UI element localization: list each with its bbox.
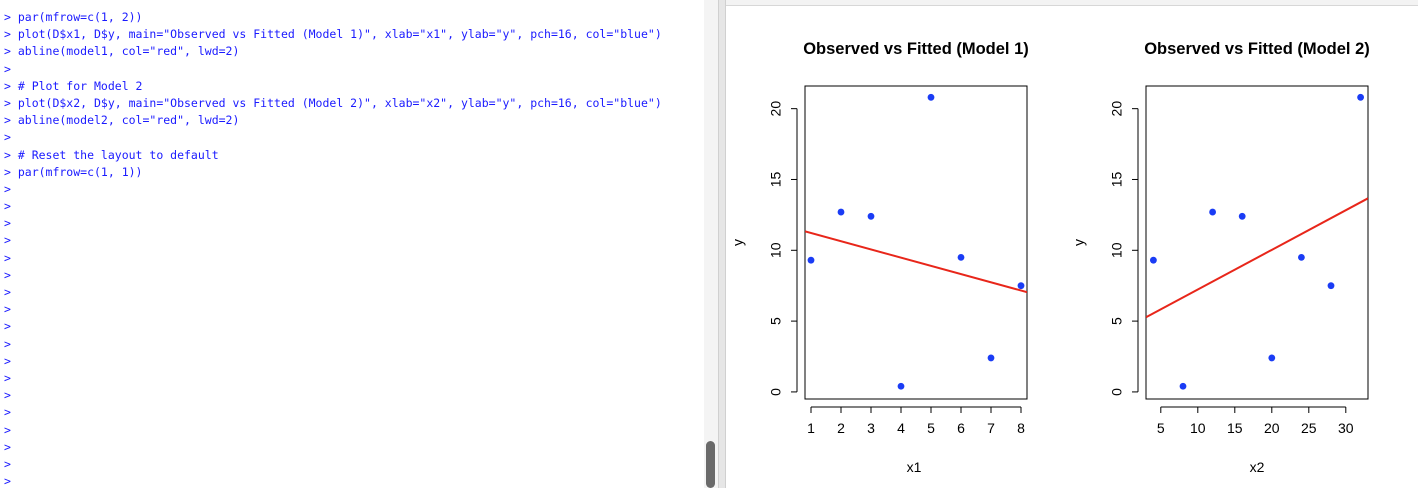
y-tick-label: 5 [768, 317, 784, 325]
console-line: > [4, 456, 11, 471]
plots-pane: Observed vs Fitted (Model 1) x1 y 1 2 3 4 5 6… [726, 0, 1418, 488]
x-tick-label: 10 [1190, 420, 1206, 436]
x-tick-label: 2 [837, 420, 845, 436]
x-tick-label: 25 [1301, 420, 1317, 436]
console-line: > [4, 336, 11, 351]
console-line: > [4, 61, 11, 76]
x-tick-label: 3 [867, 420, 875, 436]
y-tick-label: 5 [1109, 317, 1125, 325]
x-tick-label: 6 [957, 420, 965, 436]
console-line: > # Reset the layout to default [4, 147, 219, 162]
data-point [1268, 354, 1276, 362]
console-line: > [4, 233, 11, 248]
console-line: > [4, 216, 11, 231]
chart-title: Observed vs Fitted (Model 1) [803, 40, 1029, 58]
x-tick-label: 1 [807, 420, 815, 436]
data-point [1298, 253, 1305, 261]
y-axis-label: y [730, 239, 746, 246]
console-line: > [4, 388, 11, 403]
x-axis-label: x2 [1250, 459, 1265, 475]
data-point [1150, 256, 1157, 264]
pane-divider[interactable] [718, 0, 726, 488]
data-point [1238, 212, 1246, 220]
console-line: > [4, 422, 11, 437]
y-tick-label: 0 [768, 388, 784, 396]
console-pane[interactable]: > par(mfrow=c(1, 2)) > plot(D$x1, D$y, ma… [0, 0, 704, 488]
console-scrollbar[interactable] [704, 0, 718, 488]
console-line: > # Plot for Model 2 [4, 78, 143, 93]
console-line: > [4, 285, 11, 299]
console-line: > [4, 319, 11, 334]
console-line: > plot(D$x1, D$y, main="Observed vs Fitt… [4, 27, 662, 42]
y-tick-label: 15 [1109, 171, 1125, 187]
console-line: > [4, 267, 11, 282]
data-point [807, 256, 815, 264]
console-line: > [4, 302, 11, 317]
plot-canvas: Observed vs Fitted (Model 1) x1 y 1 2 3 4 5 6… [730, 40, 1370, 475]
plot-frame [804, 85, 1028, 400]
x-tick-label: 5 [927, 420, 935, 436]
console-line: > [4, 474, 11, 488]
console-line: > [4, 439, 11, 454]
plot-panel-model-1: Observed vs Fitted (Model 1) x1 y 1 2 3 4 5 6… [730, 40, 1029, 475]
console-line: > [4, 405, 11, 420]
data-point [1209, 208, 1216, 216]
console-line: > par(mfrow=c(1, 2)) [4, 10, 143, 24]
y-tick-label: 15 [768, 171, 784, 187]
data-point [1179, 382, 1187, 390]
console-line: > par(mfrow=c(1, 1)) [4, 164, 143, 179]
data-point [897, 382, 905, 390]
console-line: > [4, 353, 11, 368]
y-tick-label: 10 [1109, 242, 1125, 258]
data-point [957, 253, 965, 261]
plot-panel-model-2: Observed vs Fitted (Model 2) x2 y 5 10 15 2… [1071, 40, 1370, 475]
x-tick-label: 15 [1227, 420, 1243, 436]
x-tick-label: 5 [1157, 420, 1165, 436]
x-tick-label: 30 [1338, 420, 1354, 436]
data-point [927, 93, 935, 101]
console-line: > [4, 181, 11, 196]
fit-line [805, 230, 1027, 294]
x-axis-label: x1 [907, 459, 922, 475]
fit-line [1146, 197, 1368, 319]
console-line: > abline(model1, col="red", lwd=2) [4, 44, 240, 59]
y-tick-label: 20 [1109, 101, 1125, 117]
console-line: > [4, 370, 11, 385]
console-line: > [4, 250, 11, 265]
plot-frame [1145, 85, 1369, 400]
data-point [867, 212, 875, 220]
console-line: > [4, 130, 11, 145]
data-point [1327, 282, 1335, 290]
x-tick-label: 4 [897, 420, 905, 436]
console-line: > abline(model2, col="red", lwd=2) [4, 113, 240, 128]
y-tick-label: 20 [768, 101, 784, 117]
data-point [987, 354, 995, 362]
data-point [837, 208, 845, 216]
data-point [1357, 93, 1364, 101]
y-tick-label: 10 [768, 242, 784, 258]
plots-toolbar [726, 0, 1418, 6]
console-output: > par(mfrow=c(1, 2)) > plot(D$x1, D$y, ma… [4, 9, 662, 488]
y-axis-label: y [1071, 239, 1087, 246]
console-line: > plot(D$x2, D$y, main="Observed vs Fitt… [4, 95, 662, 110]
y-tick-label: 0 [1109, 388, 1125, 396]
chart-title: Observed vs Fitted (Model 2) [1144, 40, 1370, 58]
console-line: > [4, 199, 11, 214]
console-scroll-thumb[interactable] [706, 441, 715, 488]
x-tick-label: 20 [1264, 420, 1280, 436]
data-point [1017, 282, 1025, 290]
x-tick-label: 8 [1017, 420, 1025, 436]
x-tick-label: 7 [987, 420, 995, 436]
